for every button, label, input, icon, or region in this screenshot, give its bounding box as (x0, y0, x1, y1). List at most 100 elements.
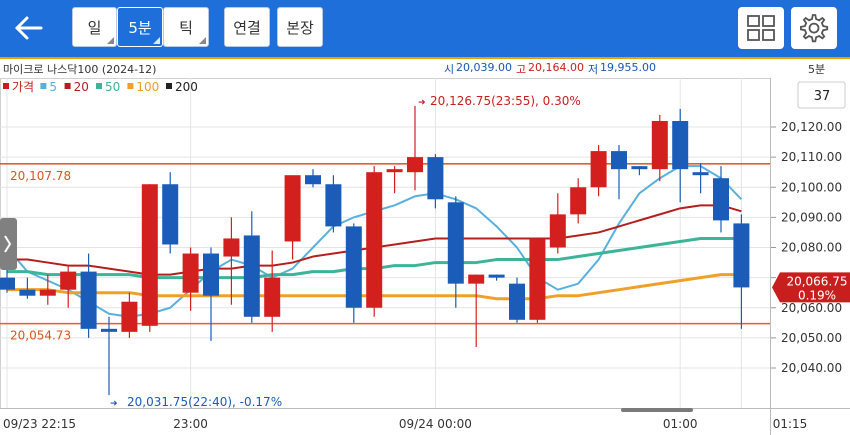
y-axis-label: 20,080.00 (781, 241, 842, 255)
candle-body (733, 223, 750, 288)
legend-swatch (166, 83, 172, 89)
candle-body (264, 277, 281, 317)
legend-swatch (64, 83, 71, 89)
x-axis-label: 09/24 00:00 (399, 417, 472, 431)
candle-body (672, 120, 689, 170)
legend-swatch (96, 83, 102, 89)
y-axis-label: 20,060.00 (781, 301, 842, 315)
y-axis-label: 20,090.00 (781, 210, 842, 224)
candle-body (19, 289, 36, 296)
candle-body (407, 157, 423, 173)
candle-body (284, 175, 301, 242)
plot-area (0, 78, 771, 409)
candle-body (651, 120, 668, 170)
high-arrow-icon: ➜ (418, 98, 426, 108)
connect-label: 연결 (233, 18, 261, 37)
high-annotation: 20,126.75(23:55), 0.30% (430, 94, 581, 108)
horizontal-scrollbar[interactable] (621, 408, 693, 412)
open-label: 시 (444, 63, 455, 76)
candle-body (366, 172, 383, 308)
low-annotation: 20,031.75(22:40), -0.17% (127, 395, 282, 409)
high-value: 20,164.00 (528, 61, 584, 74)
gear-icon (799, 14, 829, 43)
candle-body (692, 172, 709, 176)
y-axis-label: 20,100.00 (781, 180, 842, 194)
candle-body (60, 271, 77, 290)
x-axis-label: 23:00 (173, 417, 208, 431)
legend-label: 50 (105, 80, 120, 94)
period-day-button[interactable]: 일 (72, 7, 117, 47)
layout-button[interactable] (738, 7, 784, 49)
candle-body (203, 253, 219, 296)
low-value: 19,955.00 (600, 61, 656, 74)
settings-button[interactable] (791, 7, 837, 49)
candle-body (713, 178, 729, 221)
candle-body (39, 289, 56, 296)
candle-body (386, 169, 403, 173)
candle-body (0, 277, 15, 290)
current-price-change: 0.19% (798, 288, 836, 302)
corner-triangle-icon (153, 37, 160, 44)
price-chart[interactable]: 20,120.00 20,110.00 20,100.00 20,090.00 20,0… (0, 78, 850, 435)
corner-triangle-icon (199, 37, 206, 44)
low-label: 저 (588, 63, 599, 76)
candle-body (488, 274, 505, 278)
upper-line-label: 20,107.78 (10, 169, 71, 183)
candle-body (611, 151, 627, 170)
bar-count-value: 37 (814, 89, 831, 104)
candle-body (162, 184, 179, 245)
candle-body (182, 253, 199, 293)
legend-label: 100 (136, 80, 159, 94)
period-5min-button[interactable]: 5분 (117, 7, 163, 47)
y-axis-label: 20,050.00 (781, 331, 842, 345)
period-day-label: 일 (87, 18, 102, 37)
candle-body (631, 166, 648, 170)
current-price-value: 20,066.75 (786, 274, 847, 288)
open-value: 20,039.00 (456, 61, 512, 74)
bar-count-box[interactable] (797, 81, 846, 109)
back-arrow-icon[interactable] (8, 8, 48, 48)
current-price-tag (772, 272, 850, 303)
legend-label: 20 (74, 80, 89, 94)
high-label: 고 (516, 63, 527, 76)
instrument-info-row: 마이크로 나스닥100 (2024-12) 시 20,039.00 고 20,1… (0, 59, 850, 77)
chevron-right-icon (4, 235, 12, 253)
instrument-name: 마이크로 나스닥100 (2024-12) (3, 63, 157, 76)
candle-body (590, 151, 607, 188)
connect-button[interactable]: 연결 (224, 7, 270, 47)
toolbar-divider (0, 57, 850, 59)
candle-body (141, 184, 158, 326)
candle-body (345, 226, 362, 308)
candle-body (468, 274, 485, 284)
candle-body (529, 238, 546, 320)
period-tick-label: 틱 (179, 18, 193, 37)
main-session-button[interactable]: 본장 (277, 7, 323, 47)
candle-body (447, 202, 464, 284)
lower-line-label: 20,054.73 (10, 329, 71, 343)
legend-swatch (3, 83, 9, 89)
y-axis-label: 20,040.00 (781, 361, 842, 375)
legend-label: 가격 (12, 80, 34, 94)
side-drawer-handle[interactable] (0, 218, 17, 270)
legend-swatch (40, 83, 47, 89)
candle-body (509, 283, 525, 320)
period-5min-label: 5분 (128, 18, 152, 37)
x-axis-label: 01:00 (663, 417, 698, 431)
low-arrow-icon: ➜ (110, 399, 118, 409)
x-axis-label: 01:15 (773, 417, 808, 431)
candle-body (121, 301, 138, 332)
candle-body (305, 175, 321, 185)
candle-body (325, 184, 342, 227)
legend-label: 5 (49, 80, 57, 94)
candle-body (570, 187, 587, 215)
main-session-label: 본장 (286, 18, 314, 37)
candle-body (243, 235, 260, 317)
legend-swatch (127, 83, 134, 89)
candle-body (223, 238, 240, 257)
candle-body (80, 271, 97, 329)
corner-triangle-icon (107, 37, 114, 44)
period-tick-button[interactable]: 틱 (163, 7, 209, 47)
y-axis-label: 20,120.00 (781, 120, 842, 134)
legend-label: 200 (175, 80, 198, 94)
grid-icon (747, 15, 775, 41)
